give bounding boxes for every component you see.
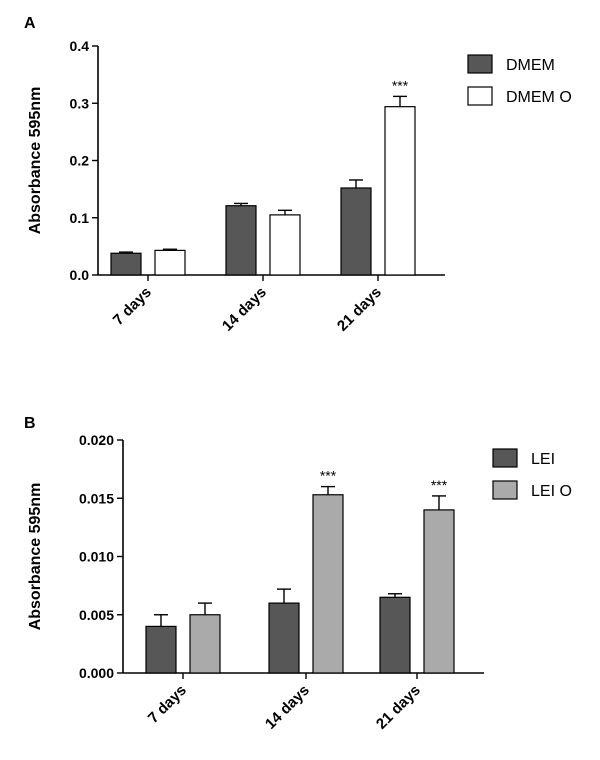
- panel-a: A 0.0 0.1 0.2 0.3 0.4 Absorbance 595nm 7 days 14…: [24, 15, 572, 335]
- y-axis-label: Absorbance 595nm: [27, 483, 44, 631]
- bar: [110, 252, 142, 276]
- significance-annotation: ***: [320, 468, 337, 484]
- legend-swatch: [467, 54, 493, 74]
- bar: [423, 509, 455, 674]
- significance-annotation: ***: [392, 77, 409, 93]
- y-tick-label: 0.015: [79, 490, 114, 506]
- x-tick-label: 7 days: [110, 284, 155, 329]
- bar: [225, 205, 257, 276]
- x-tick-label: 21 days: [373, 682, 424, 733]
- bar: [268, 602, 300, 674]
- bar: [269, 214, 301, 276]
- legend-label: LEI: [531, 451, 555, 468]
- y-tick-label: 0.010: [79, 549, 114, 565]
- panel-label: B: [24, 415, 36, 432]
- x-tick-label: 14 days: [219, 284, 270, 335]
- legend-label: LEI O: [531, 483, 572, 500]
- bar: [384, 106, 416, 276]
- y-axis-label: Absorbance 595nm: [27, 87, 44, 235]
- x-tick-label: 7 days: [145, 682, 190, 727]
- y-tick-label: 0.005: [79, 607, 114, 623]
- panel-label: A: [24, 15, 36, 32]
- y-tick-label: 0.000: [79, 665, 114, 681]
- legend-label: DMEM: [506, 57, 555, 74]
- y-tick-label: 0.0: [70, 267, 90, 283]
- y-tick-label: 0.3: [70, 95, 90, 111]
- x-tick-label: 14 days: [262, 682, 313, 733]
- x-tick-label: 21 days: [334, 284, 385, 335]
- significance-annotation: ***: [431, 477, 448, 493]
- panel-b: B 0.000 0.005 0.010 0.015 0.020 Absorbance 595…: [24, 415, 572, 733]
- legend-label: DMEM O: [506, 89, 572, 106]
- bar: [312, 494, 344, 674]
- y-tick-label: 0.2: [70, 153, 90, 169]
- bar: [145, 625, 177, 674]
- legend-swatch: [492, 448, 518, 468]
- y-tick-label: 0.4: [70, 38, 90, 54]
- bar: [340, 187, 372, 276]
- bar: [154, 249, 186, 276]
- y-tick-label: 0.020: [79, 432, 114, 448]
- y-tick-label: 0.1: [70, 210, 90, 226]
- bar: [379, 596, 411, 674]
- bar: [189, 614, 221, 674]
- legend-swatch: [492, 480, 518, 500]
- legend-swatch: [467, 86, 493, 106]
